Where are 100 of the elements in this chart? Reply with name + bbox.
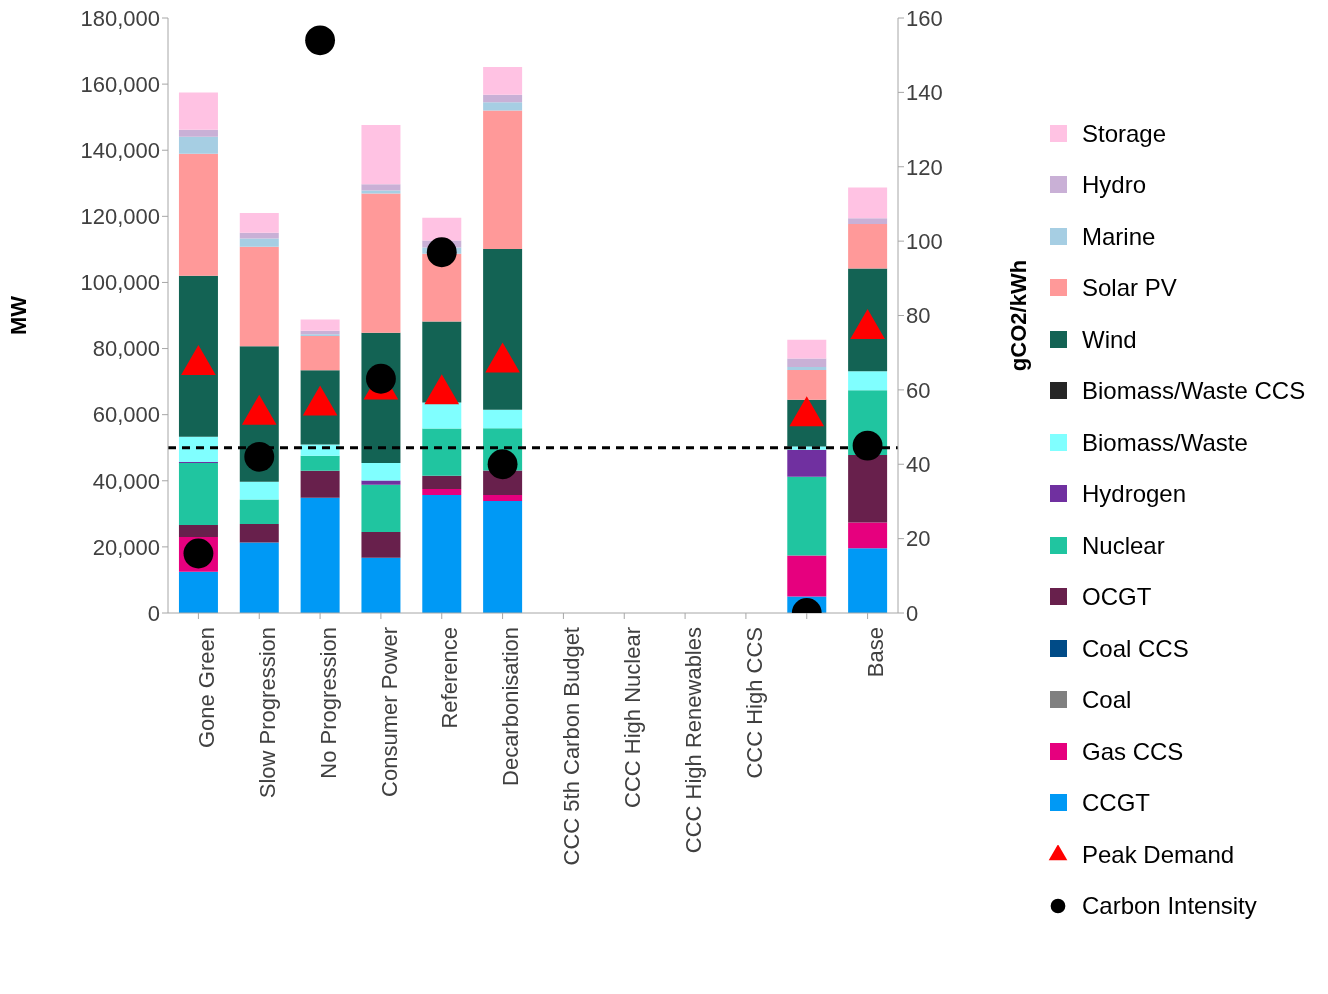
bar [422, 402, 462, 429]
x-tick-label: Gone Green [194, 627, 220, 749]
legend-label: Coal [1082, 686, 1132, 715]
bar [787, 476, 827, 556]
y-tick-label: 180,000 [80, 5, 160, 31]
y2-tick-label: 0 [906, 600, 919, 626]
bar [422, 475, 462, 490]
bar [787, 367, 827, 371]
bar [178, 153, 218, 276]
bar [848, 454, 888, 523]
y2-tick-label: 120 [906, 154, 943, 180]
bar [178, 92, 218, 130]
bar [483, 102, 523, 111]
y-axis-title: MW [5, 295, 31, 336]
x-tick-label: CCC High CCS [741, 627, 767, 779]
bar [239, 542, 279, 613]
point [852, 430, 883, 461]
y-tick-label: 20,000 [92, 534, 160, 560]
bar [483, 494, 523, 501]
legend-label: Solar PV [1082, 274, 1177, 303]
legend-label: Coal CCS [1082, 634, 1189, 663]
bar [422, 217, 462, 241]
bar [361, 480, 401, 485]
y2-tick-label: 80 [906, 303, 931, 329]
bar [361, 193, 401, 333]
bar [178, 525, 218, 537]
bar [848, 371, 888, 391]
bar [787, 370, 827, 400]
y2-tick-label: 100 [906, 228, 943, 254]
bar [422, 489, 462, 495]
bar [422, 428, 462, 476]
bar [361, 484, 401, 533]
bar [178, 462, 218, 526]
y2-axis-title: gCO2/kWh [1005, 259, 1031, 372]
bar [848, 548, 888, 613]
legend-label: Marine [1082, 222, 1156, 251]
y2-tick-label: 160 [906, 5, 943, 31]
bar [361, 532, 401, 558]
legend-label: Hydro [1082, 171, 1147, 200]
bar [300, 470, 340, 498]
y2-tick-label: 20 [906, 526, 931, 552]
bar [483, 500, 523, 613]
bar [848, 522, 888, 549]
bar [178, 275, 218, 437]
y-tick-label: 60,000 [92, 402, 160, 428]
point [426, 237, 457, 268]
point [305, 25, 336, 56]
y2-tick-label: 140 [906, 80, 943, 106]
bar [787, 339, 827, 359]
y-tick-label: 0 [147, 600, 160, 626]
x-tick-label: Reference [437, 627, 463, 729]
bar [361, 125, 401, 185]
y-tick-label: 140,000 [80, 138, 160, 164]
bar [787, 555, 827, 597]
bar [361, 190, 401, 194]
legend-label: Gas CCS [1082, 737, 1184, 766]
bar [848, 218, 888, 224]
bar [422, 494, 462, 613]
bar [239, 246, 279, 347]
bar [300, 319, 340, 331]
y-tick-label: 100,000 [80, 270, 160, 296]
y-tick-label: 160,000 [80, 71, 160, 97]
legend-label: Hydrogen [1082, 480, 1187, 509]
legend-label: Peak Demand [1082, 840, 1235, 869]
legend-label: Biomass/Waste CCS [1082, 377, 1306, 406]
point [365, 363, 396, 394]
bar [239, 524, 279, 543]
bar [483, 110, 523, 250]
bar [239, 213, 279, 233]
x-tick-label: No Progression [315, 627, 341, 779]
bar [361, 557, 401, 613]
legend-label: OCGT [1082, 583, 1152, 612]
x-tick-label: CCC High Nuclear [619, 627, 645, 808]
legend-label: Carbon Intensity [1082, 892, 1257, 921]
bar [300, 455, 340, 471]
bar [787, 358, 827, 368]
x-tick-label: Decarbonisation [498, 627, 524, 786]
bar [483, 66, 523, 95]
legend-label: Wind [1082, 325, 1137, 354]
x-tick-label: Base [863, 627, 889, 678]
bar [361, 462, 401, 481]
x-tick-label: Consumer Power [376, 627, 402, 797]
legend-label: CCGT [1082, 789, 1150, 818]
bar [239, 481, 279, 500]
bar [787, 449, 827, 477]
bar [483, 94, 523, 103]
y2-tick-label: 60 [906, 377, 931, 403]
bar [300, 497, 340, 613]
bar [178, 136, 218, 154]
x-tick-label: CCC High Renewables [680, 627, 706, 854]
bar [239, 499, 279, 525]
y-tick-label: 80,000 [92, 336, 160, 362]
x-tick-label: CCC 5th Carbon Budget [559, 627, 585, 866]
y2-tick-label: 40 [906, 452, 931, 478]
legend-label: Nuclear [1082, 531, 1165, 560]
bar [178, 436, 218, 462]
y-tick-label: 40,000 [92, 468, 160, 494]
bar [239, 238, 279, 247]
bar [361, 184, 401, 191]
bar [483, 249, 523, 410]
